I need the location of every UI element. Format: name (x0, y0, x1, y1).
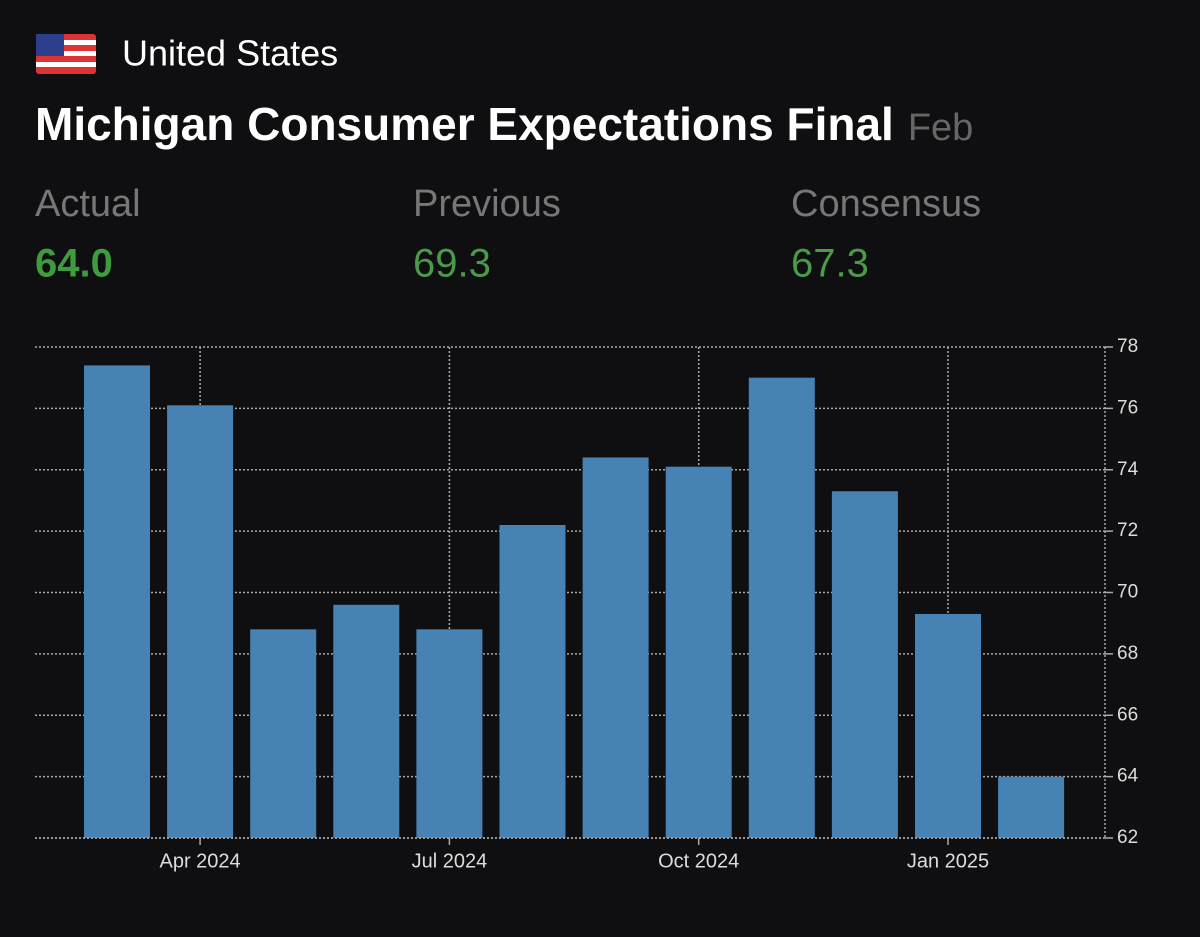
y-tick-label: 64 (1117, 766, 1139, 787)
stat-value: 69.3 (413, 242, 491, 286)
bar (250, 629, 317, 838)
x-tick-label: Jan 2025 (907, 850, 989, 872)
y-tick-label: 66 (1117, 704, 1138, 725)
bar (665, 466, 732, 838)
stat-value: 64.0 (35, 242, 113, 286)
bar (167, 405, 234, 838)
y-tick-label: 74 (1117, 459, 1139, 480)
x-tick-label: Apr 2024 (160, 850, 241, 872)
bar (84, 365, 150, 838)
x-tick-label: Oct 2024 (658, 850, 739, 872)
y-tick-label: 76 (1117, 397, 1138, 418)
y-tick-label: 72 (1117, 520, 1138, 541)
bar (333, 604, 400, 838)
stat-value: 67.3 (791, 242, 869, 286)
y-tick-label: 78 (1117, 336, 1138, 357)
bar (831, 491, 898, 838)
stat-label: Actual (35, 183, 141, 225)
bar (748, 377, 815, 838)
bar (582, 457, 649, 838)
stat-label: Consensus (791, 183, 981, 225)
y-tick-label: 62 (1117, 827, 1138, 848)
period: Feb (908, 107, 973, 149)
bar (499, 524, 566, 838)
bar (998, 776, 1065, 838)
x-tick-label: Jul 2024 (412, 850, 488, 872)
bar (915, 613, 981, 838)
title: Michigan Consumer Expectations Final (35, 98, 894, 150)
y-tick-label: 68 (1117, 643, 1138, 664)
flag (36, 34, 96, 74)
stat-label: Previous (413, 183, 561, 225)
bar (416, 629, 483, 838)
y-tick-label: 70 (1117, 582, 1138, 603)
country: United States (122, 33, 338, 74)
